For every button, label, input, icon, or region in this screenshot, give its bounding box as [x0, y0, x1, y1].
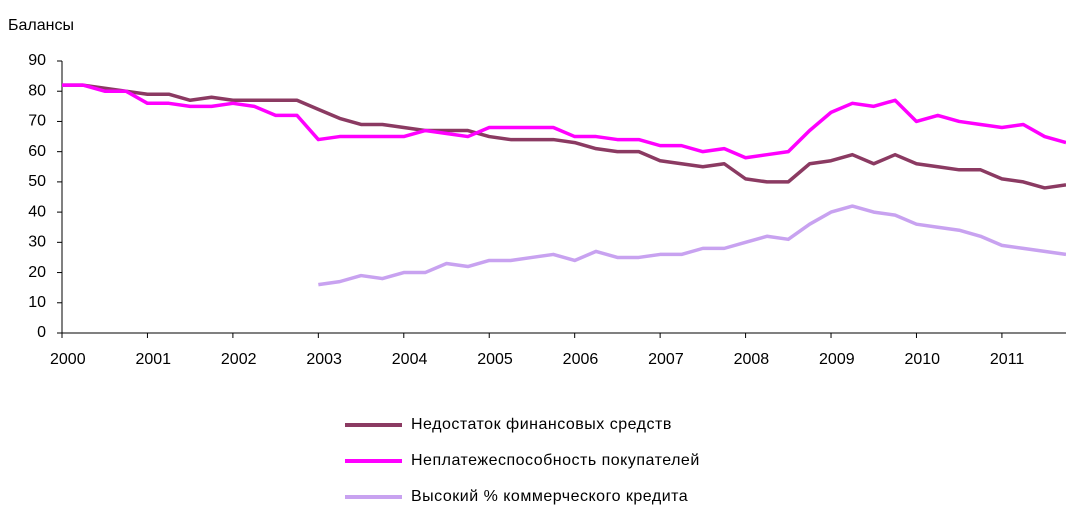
x-tick-label: 2006 — [563, 351, 599, 368]
y-tick-label: 0 — [37, 324, 46, 341]
y-tick-label: 20 — [28, 264, 46, 281]
series-line — [62, 83, 1066, 190]
x-tick-label: 2010 — [904, 351, 940, 368]
x-tick-label: 2000 — [50, 351, 86, 368]
x-tick-label: 2011 — [990, 351, 1025, 368]
x-tick-label: 2005 — [477, 351, 513, 368]
y-tick-label: 40 — [28, 203, 46, 220]
x-tick-label: 2004 — [392, 351, 428, 368]
legend-label: Высокий % коммерческого кредита — [411, 488, 688, 505]
legend-label: Неплатежеспособность покупателей — [411, 452, 700, 469]
x-tick-label: 2002 — [221, 351, 257, 368]
y-axis-title: Балансы — [8, 17, 74, 34]
x-tick-label: 2007 — [648, 351, 684, 368]
series-line — [62, 83, 1066, 160]
series-line — [318, 204, 1066, 287]
x-tick-label: 2001 — [135, 351, 171, 368]
x-tick-label: 2003 — [306, 351, 342, 368]
x-tick-label: 2009 — [819, 351, 855, 368]
y-tick-label: 70 — [28, 113, 46, 130]
y-tick-label: 50 — [28, 173, 46, 190]
y-tick-label: 30 — [28, 234, 46, 251]
y-tick-label: 60 — [28, 143, 46, 160]
x-tick-label: 2008 — [734, 351, 770, 368]
legend-label: Недостаток финансовых средств — [411, 416, 672, 433]
y-tick-label: 10 — [28, 294, 46, 311]
y-tick-label: 80 — [28, 82, 46, 99]
y-tick-label: 90 — [28, 52, 46, 69]
